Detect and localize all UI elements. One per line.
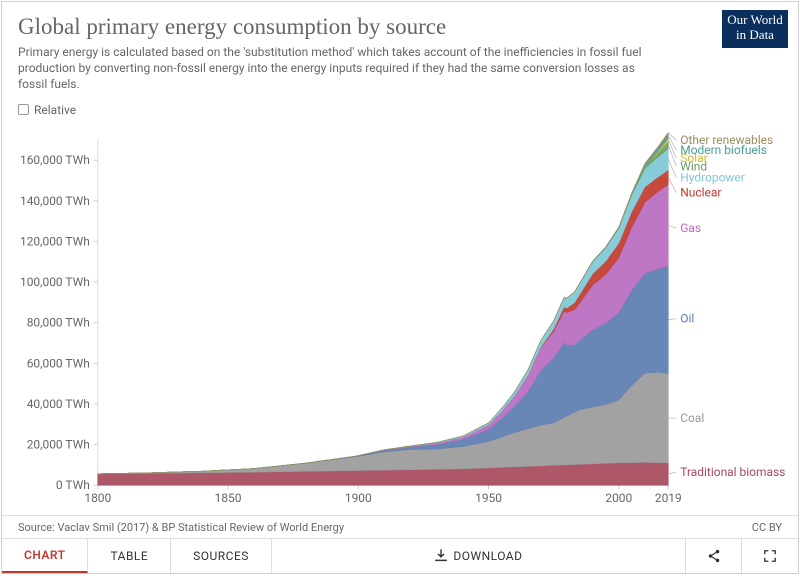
license-text: CC BY bbox=[752, 521, 782, 534]
tab-table[interactable]: TABLE bbox=[88, 539, 171, 573]
svg-text:140,000 TWh: 140,000 TWh bbox=[20, 194, 90, 208]
tab-sources[interactable]: SOURCES bbox=[171, 539, 272, 573]
source-text: Source: Vaclav Smil (2017) & BP Statisti… bbox=[18, 521, 344, 534]
tab-share[interactable] bbox=[686, 539, 742, 573]
svg-text:40,000 TWh: 40,000 TWh bbox=[27, 397, 90, 411]
chart-area: 0 TWh 20,000 TWh 40,000 TWh 60,000 TWh 80,00… bbox=[18, 132, 786, 509]
svg-text:1950: 1950 bbox=[475, 491, 502, 505]
svg-text:120,000 TWh: 120,000 TWh bbox=[20, 234, 90, 248]
tab-chart[interactable]: CHART bbox=[2, 539, 88, 573]
download-icon bbox=[434, 549, 448, 563]
svg-text:160,000 TWh: 160,000 TWh bbox=[20, 153, 90, 167]
source-row: Source: Vaclav Smil (2017) & BP Statisti… bbox=[2, 516, 798, 538]
svg-text:20,000 TWh: 20,000 TWh bbox=[27, 438, 90, 452]
logo-line1: Our World bbox=[727, 12, 782, 27]
label-nuclear[interactable]: Nuclear bbox=[680, 186, 721, 200]
footer: Source: Vaclav Smil (2017) & BP Statisti… bbox=[2, 515, 798, 573]
svg-text:1850: 1850 bbox=[215, 491, 242, 505]
relative-label: Relative bbox=[34, 103, 76, 117]
owid-logo[interactable]: Our World in Data bbox=[722, 10, 788, 48]
header: Our World in Data Global primary energy … bbox=[2, 2, 798, 97]
download-label: DOWNLOAD bbox=[453, 549, 522, 563]
label-other[interactable]: Other renewables bbox=[680, 133, 773, 147]
label-gas[interactable]: Gas bbox=[680, 221, 701, 235]
label-biomass[interactable]: Traditional biomass bbox=[680, 465, 785, 479]
svg-text:1900: 1900 bbox=[345, 491, 372, 505]
stacked-area-chart: 0 TWh 20,000 TWh 40,000 TWh 60,000 TWh 80,00… bbox=[18, 132, 786, 509]
svg-text:0 TWh: 0 TWh bbox=[56, 478, 90, 492]
svg-text:2000: 2000 bbox=[605, 491, 632, 505]
chart-title: Global primary energy consumption by sou… bbox=[18, 14, 782, 40]
share-icon bbox=[707, 549, 721, 563]
svg-text:2019: 2019 bbox=[655, 491, 682, 505]
svg-text:100,000 TWh: 100,000 TWh bbox=[20, 275, 90, 289]
controls: Relative bbox=[2, 97, 798, 119]
checkbox-icon bbox=[18, 104, 29, 115]
footer-tabs: CHART TABLE SOURCES DOWNLOAD bbox=[2, 538, 798, 573]
svg-text:1800: 1800 bbox=[84, 491, 111, 505]
label-oil[interactable]: Oil bbox=[680, 312, 694, 326]
tab-fullscreen[interactable] bbox=[742, 539, 798, 573]
svg-text:80,000 TWh: 80,000 TWh bbox=[27, 316, 90, 330]
label-coal[interactable]: Coal bbox=[680, 411, 704, 425]
svg-text:60,000 TWh: 60,000 TWh bbox=[27, 356, 90, 370]
relative-toggle[interactable]: Relative bbox=[18, 103, 76, 117]
chart-frame: Our World in Data Global primary energy … bbox=[1, 1, 799, 574]
tab-download[interactable]: DOWNLOAD bbox=[272, 539, 686, 573]
chart-subtitle: Primary energy is calculated based on th… bbox=[18, 44, 658, 93]
fullscreen-icon bbox=[763, 549, 777, 563]
logo-line2: in Data bbox=[736, 27, 774, 42]
